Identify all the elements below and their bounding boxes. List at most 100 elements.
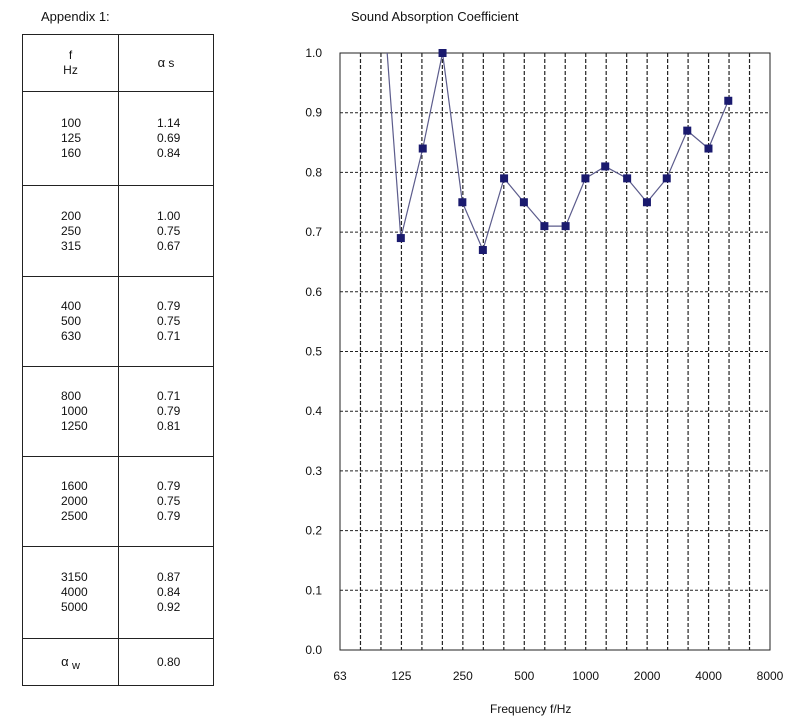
data-point <box>704 144 713 153</box>
freq-value: 125 <box>61 131 82 145</box>
freq-value: 500 <box>61 314 82 328</box>
table-header-row: f Hz α s <box>22 34 214 92</box>
table-row: 3150 4000 5000 0.87 0.84 0.92 <box>22 546 214 639</box>
freq-value: 630 <box>61 329 82 343</box>
table-row: 1600 2000 2500 0.79 0.75 0.79 <box>22 456 214 547</box>
freq-value: 800 <box>61 389 82 403</box>
alpha-value: 0.84 <box>157 585 181 599</box>
alpha-w-sub: w <box>71 659 80 672</box>
table-row: 100 125 160 1.14 0.69 0.84 <box>22 91 214 186</box>
table-row: 200 250 315 1.00 0.75 0.67 <box>22 185 214 277</box>
y-tick-label: 0.6 <box>305 285 322 299</box>
data-point <box>623 174 632 183</box>
alpha-cell: 0.71 0.79 0.81 <box>118 366 214 457</box>
data-point <box>683 126 692 135</box>
data-point <box>561 222 570 231</box>
chart-grid <box>339 52 771 651</box>
x-tick-label: 250 <box>453 669 473 683</box>
y-tick-label: 1.0 <box>305 46 322 60</box>
data-point <box>540 222 549 231</box>
alpha-cell: 0.87 0.84 0.92 <box>118 546 214 639</box>
alpha-value: 0.81 <box>157 419 181 433</box>
freq-symbol: f <box>68 48 73 62</box>
alpha-value: 0.79 <box>157 479 181 493</box>
freq-value: 160 <box>61 146 82 160</box>
alpha-cell: 0.79 0.75 0.79 <box>118 456 214 547</box>
data-point <box>500 174 509 183</box>
alpha-value: 0.69 <box>157 131 181 145</box>
x-tick-label: 500 <box>514 669 534 683</box>
y-tick-label: 0.9 <box>305 106 322 120</box>
data-point <box>396 234 405 243</box>
x-tick-label: 125 <box>391 669 411 683</box>
alpha-cell: 1.14 0.69 0.84 <box>118 91 214 186</box>
y-tick-label: 0.5 <box>305 345 322 359</box>
y-tick-label: 0.0 <box>305 643 322 657</box>
y-tick-label: 0.2 <box>305 524 322 538</box>
freq-value: 250 <box>61 223 82 238</box>
data-point <box>478 246 487 255</box>
data-point <box>601 162 610 171</box>
x-tick-label: 1000 <box>572 669 599 683</box>
absorption-table: f Hz α s 100 125 160 1.14 0.69 0.84 200 250 315 1… <box>22 34 214 686</box>
x-tick-label: 8000 <box>757 669 784 683</box>
freq-value: 1600 <box>61 479 88 493</box>
freq-value: 4000 <box>61 585 88 599</box>
x-tick-label: 63 <box>333 669 347 683</box>
freq-value: 1000 <box>61 404 88 418</box>
freq-cell: 100 125 160 <box>22 91 119 186</box>
freq-value: 2500 <box>61 509 88 523</box>
freq-value: 2000 <box>61 494 88 508</box>
alpha-value: 0.71 <box>157 329 181 343</box>
alpha-value: 0.67 <box>157 238 181 253</box>
alpha-sub: s <box>168 56 175 70</box>
alpha-value: 0.87 <box>157 570 181 584</box>
data-point <box>581 174 590 183</box>
data-point <box>642 198 651 207</box>
freq-value: 315 <box>61 238 82 253</box>
alpha-value: 0.75 <box>157 314 181 328</box>
alpha-value: 0.92 <box>157 600 181 614</box>
chart-title: Sound Absorption Coefficient <box>351 9 519 24</box>
freq-header: f Hz <box>22 34 119 92</box>
alpha-value: 0.75 <box>157 494 181 508</box>
alpha-value: 0.79 <box>157 299 181 313</box>
x-axis-label: Frequency f/Hz <box>490 702 572 716</box>
freq-cell: 200 250 315 <box>22 185 119 277</box>
x-tick-label: 4000 <box>695 669 722 683</box>
y-tick-label: 0.8 <box>305 165 322 179</box>
freq-value: 5000 <box>61 600 88 614</box>
alpha-symbol: α <box>157 55 166 70</box>
y-tick-label: 0.3 <box>305 464 322 478</box>
data-point <box>662 174 671 183</box>
alpha-cell: 1.00 0.75 0.67 <box>118 185 214 277</box>
y-tick-label: 0.1 <box>305 583 322 597</box>
alpha-cell: 0.79 0.75 0.71 <box>118 276 214 367</box>
alpha-value: 1.00 <box>157 208 181 223</box>
data-point <box>458 198 467 207</box>
y-tick-label: 0.7 <box>305 225 322 239</box>
freq-unit: Hz <box>63 63 78 77</box>
freq-value: 400 <box>61 299 82 313</box>
alpha-w-symbol: α <box>61 653 69 669</box>
alpha-value: 0.79 <box>157 404 181 418</box>
y-tick-label: 0.4 <box>305 404 322 418</box>
freq-cell: 1600 2000 2500 <box>22 456 119 547</box>
series-line <box>386 53 729 252</box>
freq-value: 1250 <box>61 419 88 433</box>
table-row: 400 500 630 0.79 0.75 0.71 <box>22 276 214 367</box>
data-point <box>519 198 528 207</box>
data-point <box>418 144 427 153</box>
alpha-value: 0.79 <box>157 509 181 523</box>
x-tick-label: 2000 <box>634 669 661 683</box>
chart-tick-labels: 0.0 0.1 0.2 0.3 0.4 0.5 0.6 0.7 0.8 0.9 1.0 63 125 25… <box>305 46 783 683</box>
appendix-title: Appendix 1: <box>41 9 110 24</box>
freq-cell: 400 500 630 <box>22 276 119 367</box>
weighted-row: α w 0.80 <box>22 638 214 686</box>
alpha-value: 0.75 <box>157 223 181 238</box>
freq-value: 200 <box>61 208 82 223</box>
data-point <box>724 96 733 105</box>
freq-cell: 800 1000 1250 <box>22 366 119 457</box>
alpha-value: 0.71 <box>157 389 181 403</box>
